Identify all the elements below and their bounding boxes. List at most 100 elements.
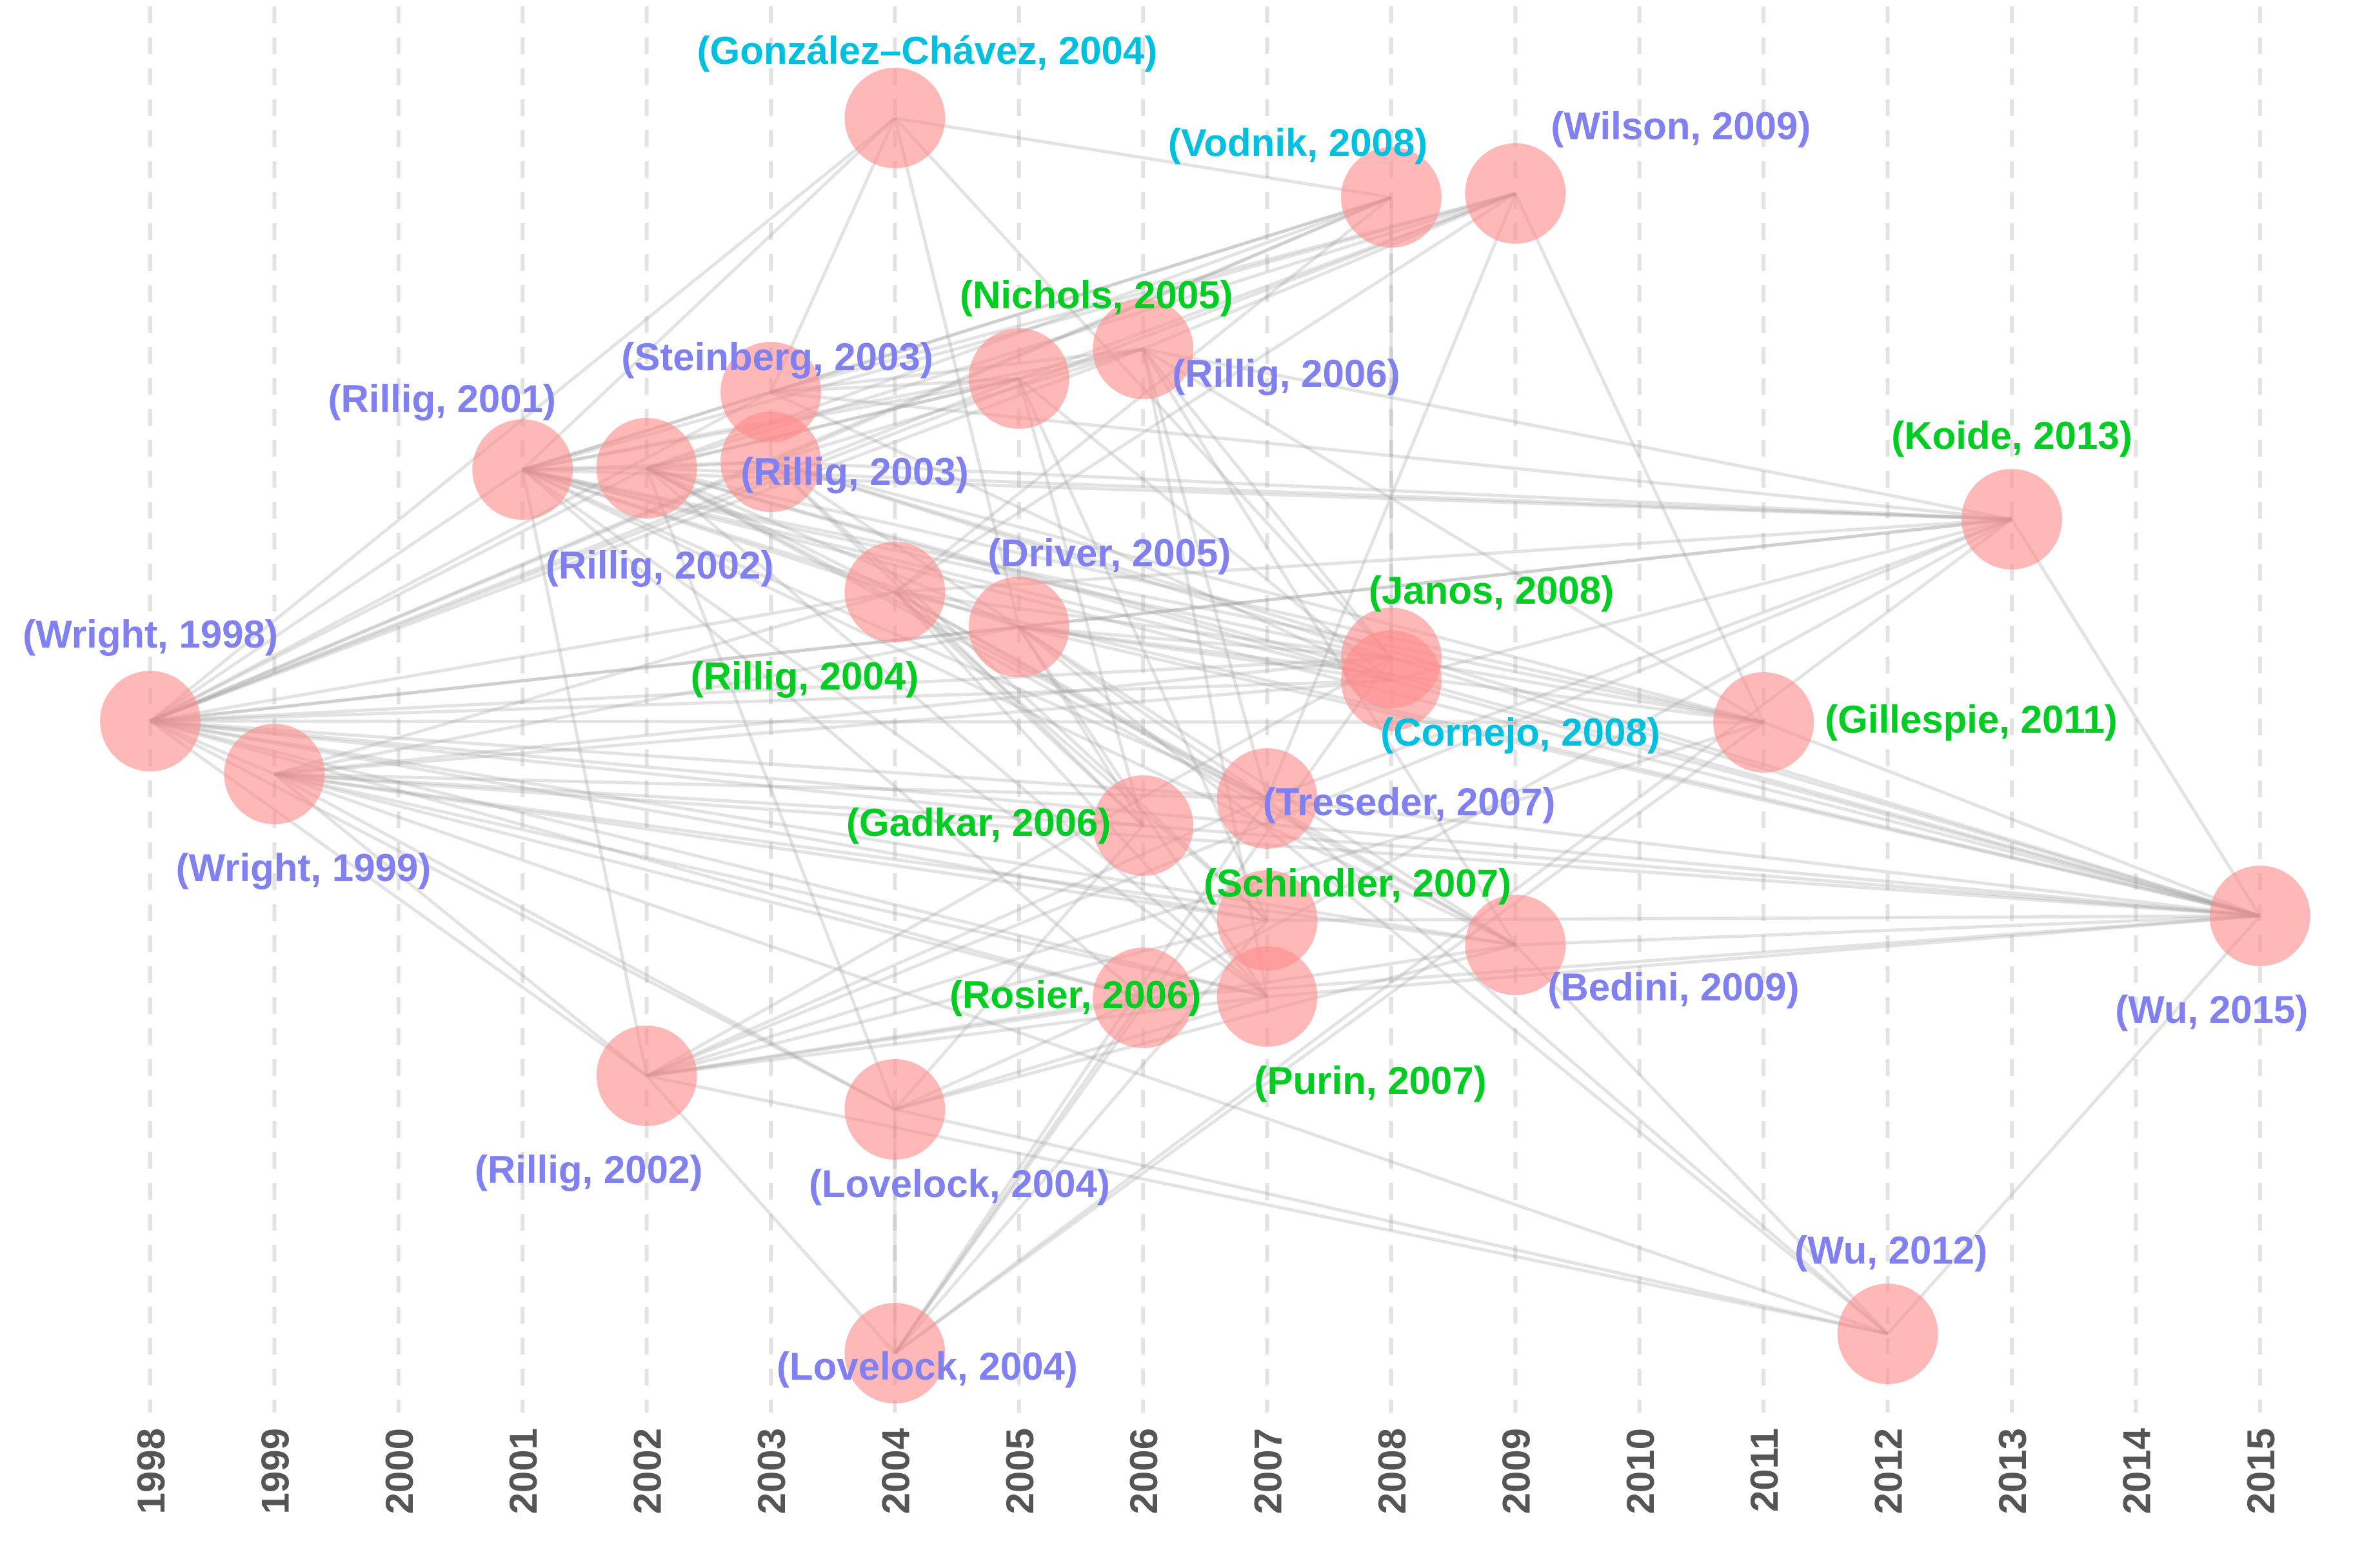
node-wu2015[interactable]: [2209, 866, 2310, 966]
node-rillig2002b[interactable]: [596, 1026, 697, 1126]
edge-janos2008-rillig2006: [1142, 348, 1393, 659]
edge-rillig2006-wright1998: [150, 347, 1144, 723]
edge-janos2008-rillig2002b: [646, 656, 1393, 1078]
node-label-purin2007: (Purin, 2007): [1255, 1059, 1487, 1102]
edge-lovelock2004a-rillig2002a: [645, 468, 897, 1110]
year-tick-label-2001: 2001: [502, 1428, 545, 1514]
node-steinberg2003[interactable]: [720, 342, 821, 442]
edge-gadkar2006-rillig2004: [893, 591, 1144, 827]
node-rillig2004[interactable]: [844, 542, 946, 642]
node-gonzalez2004[interactable]: [844, 68, 946, 168]
node-cornejo2008[interactable]: [1341, 630, 1442, 731]
node-wright1998[interactable]: [100, 671, 201, 771]
edge-gillespie2011-rillig2003: [770, 460, 1764, 724]
node-label-koide2013: (Koide, 2013): [1891, 414, 2132, 457]
edge-purin2007-rillig2002a: [645, 467, 1269, 998]
node-wilson2009[interactable]: [1465, 143, 1566, 244]
edge-schindler2007-wright1999: [274, 772, 1267, 922]
node-gadkar2006[interactable]: [1093, 775, 1194, 876]
edge-nichols2005-wright1998: [150, 377, 1020, 723]
edge-koide2013-wright1998: [150, 517, 2012, 723]
node-wu2012[interactable]: [1837, 1284, 1938, 1384]
year-tick-label-2004: 2004: [874, 1427, 917, 1514]
node-label-driver2005: (Driver, 2005): [988, 531, 1231, 575]
year-tick-label-2015: 2015: [2239, 1428, 2283, 1514]
edge-wu2015-rillig2003: [770, 460, 2261, 918]
edge-treseder2007-lovelock2004b: [893, 797, 1269, 1355]
edge-koide2013-lovelock2004b: [893, 517, 2013, 1355]
year-tick-label-2008: 2008: [1371, 1428, 1414, 1514]
edge-schindler2007-nichols2005: [1017, 377, 1269, 922]
year-tick-label-2010: 2010: [1619, 1428, 1662, 1514]
edge-purin2007-rillig2001: [521, 468, 1269, 998]
edge-wu2015-schindler2007: [1267, 914, 2260, 922]
edge-koide2013-treseder2007: [1266, 517, 2012, 800]
node-driver2005[interactable]: [968, 577, 1069, 677]
node-label-wu2015: (Wu, 2015): [2115, 988, 2308, 1031]
edge-gonzalez2004-rillig2001: [521, 117, 897, 471]
edge-rillig2002b-wright1999: [273, 773, 648, 1077]
edge-treseder2007-wright1999: [274, 772, 1267, 800]
paper-nodes: [100, 68, 2310, 1404]
edge-lovelock2004a-wright1999: [273, 772, 896, 1111]
edge-wilson2009-rillig2004: [894, 192, 1516, 594]
edge-vodnik2008-steinberg2003: [770, 195, 1392, 394]
node-nichols2005[interactable]: [968, 328, 1069, 429]
edge-wu2012-wright1999: [273, 772, 1889, 1336]
edge-vodnik2008-gonzalez2004: [895, 116, 1392, 199]
node-label-treseder2007: (Treseder, 2007): [1263, 780, 1556, 824]
year-tick-label-2014: 2014: [2115, 1427, 2158, 1514]
year-tick-label-2013: 2013: [1991, 1428, 2034, 1514]
edge-rillig2002a-wright1998: [149, 466, 648, 723]
edge-rillig2004-wright1999: [273, 590, 896, 776]
node-rillig2001[interactable]: [472, 419, 573, 520]
node-label-wu2012: (Wu, 2012): [1794, 1229, 1987, 1272]
edge-rillig2006-steinberg2003: [770, 347, 1144, 394]
year-tick-label-2012: 2012: [1867, 1428, 1911, 1514]
edge-rosier2006-rillig2001: [521, 468, 1144, 999]
node-lovelock2004b[interactable]: [844, 1303, 946, 1404]
node-schindler2007[interactable]: [1216, 870, 1318, 971]
node-label-wright1999: (Wright, 1999): [176, 846, 432, 889]
edge-gillespie2011-lovelock2004b: [893, 720, 1765, 1355]
edge-janos2008-wright1999: [274, 656, 1392, 776]
edge-koide2013-steinberg2003: [770, 390, 2012, 521]
edge-rillig2004-wright1998: [150, 590, 895, 723]
edge-schindler2007-lovelock2004b: [893, 919, 1269, 1355]
node-label-cornejo2008: (Cornejo, 2008): [1380, 711, 1660, 754]
node-label-wilson2009: (Wilson, 2009): [1551, 104, 1811, 148]
edge-schindler2007-rillig2002b: [646, 918, 1268, 1078]
node-rillig2002a[interactable]: [596, 418, 697, 519]
edge-gillespie2011-wilson2009: [1514, 192, 1765, 724]
node-lovelock2004a[interactable]: [844, 1059, 946, 1160]
edge-lovelock2004b-rillig2002b: [645, 1075, 897, 1355]
node-purin2007[interactable]: [1216, 946, 1318, 1047]
edge-treseder2007-rillig2006: [1141, 348, 1269, 799]
edge-wu2015-janos2008: [1391, 656, 2261, 918]
node-wright1999[interactable]: [224, 724, 325, 824]
edge-koide2013-cornejo2008: [1391, 517, 2012, 682]
node-label-rosier2006: (Rosier, 2006): [949, 973, 1201, 1017]
edge-wilson2009-rillig2006: [1142, 192, 1516, 351]
edge-cornejo2008-nichols2005: [1018, 377, 1393, 682]
node-vodnik2008[interactable]: [1341, 147, 1442, 248]
node-rillig2006[interactable]: [1093, 299, 1194, 399]
edge-gadkar2006-nichols2005: [1017, 378, 1145, 826]
year-tick-label-2009: 2009: [1494, 1428, 1538, 1514]
edge-janos2008-rillig2003: [770, 460, 1392, 660]
node-rosier2006[interactable]: [1093, 948, 1194, 1048]
node-treseder2007[interactable]: [1216, 748, 1318, 849]
node-bedini2009[interactable]: [1465, 895, 1566, 995]
node-gillespie2011[interactable]: [1713, 672, 1814, 773]
edge-wu2015-rillig2002a: [646, 466, 2261, 918]
node-koide2013[interactable]: [1961, 469, 2062, 570]
node-rillig2003[interactable]: [720, 412, 821, 512]
edge-bedini2009-rillig2001: [522, 468, 1516, 947]
node-label-schindler2007: (Schindler, 2007): [1204, 862, 1511, 905]
edge-wu2015-rillig2004: [894, 590, 2261, 918]
edge-rosier2006-rillig2002b: [646, 996, 1144, 1078]
edge-cornejo2008-steinberg2003: [769, 390, 1393, 682]
edge-wu2015-gillespie2011: [1763, 720, 2261, 918]
edge-nichols2005-rillig2002a: [646, 377, 1020, 470]
edge-wilson2009-treseder2007: [1266, 193, 1517, 799]
